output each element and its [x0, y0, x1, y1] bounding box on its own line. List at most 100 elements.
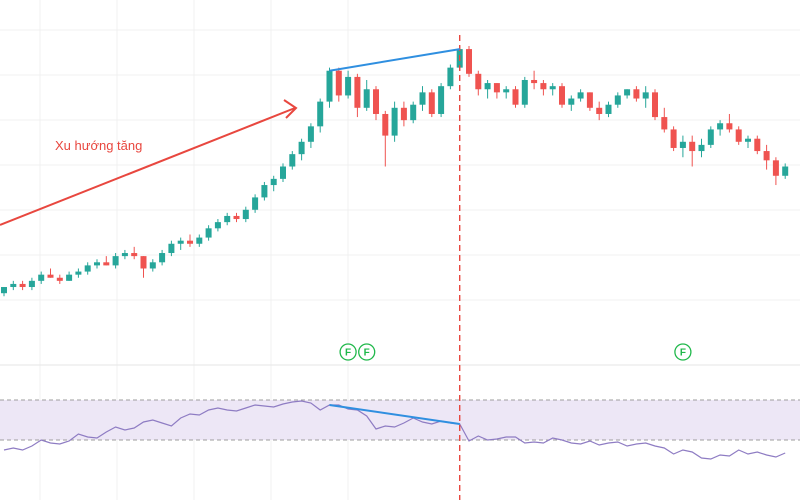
candle — [66, 271, 73, 281]
candle-body — [540, 83, 547, 90]
candle — [503, 86, 510, 99]
candle — [447, 64, 454, 90]
candle — [586, 92, 593, 111]
candle-body — [782, 166, 789, 176]
candle — [559, 83, 565, 108]
candle — [661, 107, 668, 133]
candle — [159, 249, 166, 266]
candle-body — [614, 95, 621, 105]
candle-body — [512, 89, 519, 105]
candle — [419, 86, 426, 111]
candle-body — [642, 92, 649, 99]
candle — [326, 67, 333, 108]
candle — [252, 194, 259, 213]
candle-body — [428, 92, 435, 114]
candle-body — [121, 253, 128, 257]
candle-body — [596, 107, 603, 114]
event-marker-icon: F — [674, 343, 692, 361]
candles — [1, 46, 789, 297]
candle-body — [103, 262, 110, 266]
candle-body — [531, 79, 538, 84]
candle — [745, 135, 751, 148]
candle — [103, 256, 110, 266]
price-divergence-line — [329, 48, 460, 72]
candle-body — [131, 253, 138, 257]
candle — [512, 86, 519, 108]
candle-body — [233, 215, 240, 220]
event-marker-icon: F — [358, 343, 376, 361]
candle — [689, 135, 696, 167]
candle — [391, 101, 398, 142]
rsi-band-fill — [0, 400, 800, 440]
candle — [187, 234, 193, 247]
candle — [521, 76, 528, 108]
candle — [549, 83, 556, 96]
candle — [466, 46, 472, 77]
candle — [307, 123, 314, 148]
candle-body — [19, 283, 26, 288]
candle — [484, 79, 491, 99]
candle-body — [149, 262, 156, 269]
candle — [540, 79, 547, 96]
candle — [19, 280, 26, 291]
candle-body — [484, 83, 491, 90]
candle — [652, 89, 658, 121]
candle — [642, 86, 649, 108]
candle — [298, 138, 305, 161]
annotations: Xu hướng tăng — [0, 35, 461, 500]
candle-body — [354, 76, 361, 108]
candle — [75, 268, 82, 278]
candle — [605, 101, 612, 118]
candle-body — [84, 265, 91, 272]
candle — [56, 274, 63, 284]
candle-body — [754, 138, 761, 152]
candle-body — [503, 89, 510, 93]
candle-body — [298, 141, 305, 155]
rsi-divergence-line — [329, 404, 460, 425]
candle — [224, 212, 231, 226]
rsi-line — [3, 400, 786, 460]
trend-label: Xu hướng tăng — [55, 138, 142, 153]
candle-body — [559, 86, 565, 105]
candle-body — [363, 89, 370, 108]
candle — [493, 83, 500, 99]
candle — [782, 163, 789, 179]
candle — [568, 95, 575, 111]
candle-body — [326, 70, 333, 102]
candle-body — [419, 92, 426, 105]
candle-body — [205, 228, 212, 238]
candle-body — [28, 280, 35, 288]
candle-body — [252, 197, 259, 210]
candle-body — [261, 185, 268, 198]
candle-body — [391, 107, 398, 136]
candle — [354, 73, 361, 118]
marker-label: F — [345, 348, 351, 359]
marker-circle — [358, 343, 376, 361]
candle-body — [75, 271, 82, 275]
candle-body — [438, 86, 445, 114]
candle — [698, 138, 705, 158]
candle — [177, 237, 184, 250]
candle-body — [214, 222, 221, 229]
rsi-band — [0, 399, 800, 441]
candle-body — [726, 123, 733, 130]
candle-body — [56, 277, 63, 281]
candle — [140, 256, 147, 278]
candle — [633, 86, 640, 102]
candle — [214, 219, 221, 232]
candle — [531, 70, 538, 90]
candle-body — [549, 86, 556, 90]
candle-body — [400, 107, 407, 121]
candle — [707, 126, 714, 148]
candle-body — [345, 76, 352, 96]
marker-label: F — [680, 348, 686, 359]
candle-body — [307, 126, 314, 142]
candle-body — [689, 141, 696, 152]
candle — [735, 126, 742, 145]
rsi-pane — [3, 400, 786, 460]
candle-body — [521, 79, 528, 105]
candle-body — [1, 287, 7, 294]
candle — [196, 234, 203, 247]
candle-body — [735, 129, 742, 142]
candle — [438, 83, 445, 118]
